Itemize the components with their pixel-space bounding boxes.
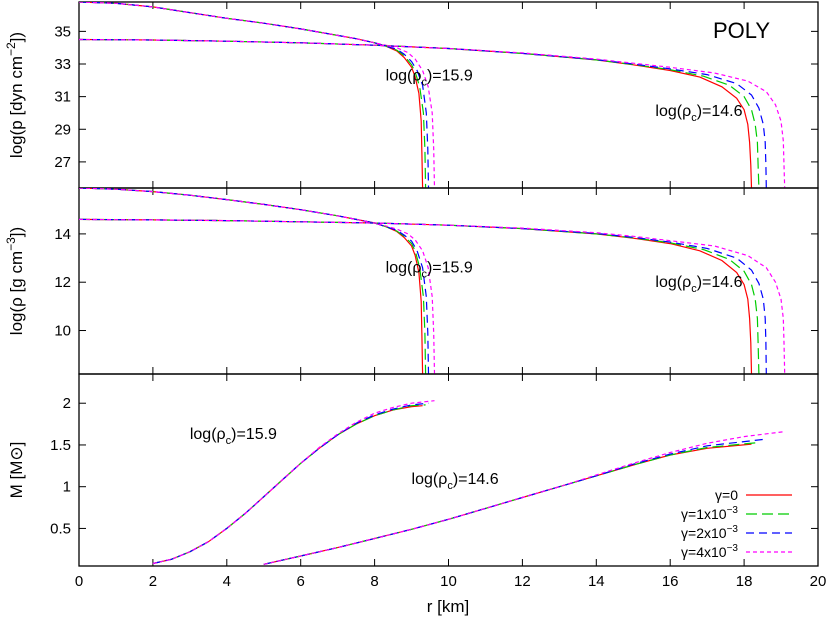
x-tick-label: 16 — [662, 573, 679, 590]
annotation-label: log(ρc)=14.6 — [412, 471, 499, 492]
series-line-2-rho-15-9 — [152, 402, 429, 565]
y-tick-label: 14 — [54, 226, 71, 243]
x-axis-label: r [km] — [427, 597, 470, 616]
annotation-label: log(ρc)=14.6 — [655, 103, 742, 124]
series-layer — [79, 188, 786, 374]
figure-label: POLY — [713, 18, 770, 43]
y-tick-label: 29 — [54, 121, 71, 138]
series-layer — [152, 400, 785, 565]
x-tick-label: 12 — [514, 573, 531, 590]
y-tick-label: 0.5 — [50, 520, 71, 537]
y-axis-label-middle: log(ρ [g cm−3]) — [4, 227, 26, 335]
series-line-2-rho-14-6 — [79, 38, 767, 188]
y-axis-label-top: log(p [dyn cm−2]) — [4, 32, 26, 158]
series-line-3-rho-14-6 — [79, 218, 786, 374]
annotation-label: log(ρc)=15.9 — [190, 426, 277, 447]
series-line-0-rho-14-6 — [263, 443, 752, 565]
x-tick-label: 2 — [149, 573, 157, 590]
y-tick-label: 27 — [54, 154, 71, 171]
y-axis-label-bottom: M [M⊙] — [7, 442, 26, 499]
series-line-3-rho-15-9 — [79, 188, 436, 374]
series-line-0-rho-14-6 — [79, 38, 753, 188]
y-tick-label: 35 — [54, 23, 71, 40]
series-line-0-rho-15-9 — [79, 2, 424, 188]
legend-entry: γ=4x10−3 — [681, 543, 792, 560]
series-line-0-rho-15-9 — [79, 188, 424, 374]
series-layer — [79, 2, 786, 188]
series-line-2-rho-15-9 — [79, 2, 430, 188]
panel-middle: 10 12 14 log(ρ [g cm−3]) log(ρc)=15.9 log(ρc)… — [4, 187, 819, 375]
x-tick-label: 8 — [370, 573, 378, 590]
panels-layer: 27 29 31 33 35 log(p [dyn cm−2]) log(ρc)=15.9 l… — [4, 1, 819, 567]
series-line-3-rho-14-6 — [79, 38, 786, 188]
y-tick-label: 10 — [54, 323, 71, 340]
y-tick-label: 12 — [54, 274, 71, 291]
legend-entry: γ=0 — [715, 487, 792, 503]
panel-bottom: 0.5 1 1.5 2 M [M⊙] log(ρc)=15.9 log(ρc)=14.6 — [7, 373, 819, 567]
panel-frame — [78, 1, 819, 189]
series-line-3-rho-15-9 — [79, 2, 436, 188]
y-tick-label: 33 — [54, 56, 71, 73]
x-tick-label: 20 — [810, 573, 827, 590]
legend-label: γ=4x10−3 — [681, 543, 738, 560]
annotation-label: log(ρc)=15.9 — [386, 260, 473, 281]
series-line-1-rho-15-9 — [79, 188, 427, 374]
series-line-1-rho-14-6 — [79, 218, 760, 374]
series-line-3-rho-14-6 — [263, 431, 785, 565]
x-tick-label: 4 — [223, 573, 231, 590]
series-line-2-rho-15-9 — [79, 188, 430, 374]
series-line-1-rho-15-9 — [79, 2, 427, 188]
x-tick-label: 10 — [440, 573, 457, 590]
annotation-label: log(ρc)=15.9 — [386, 67, 473, 88]
legend: γ=0 γ=1x10−3 γ=2x10−3 γ=4x10−3 — [681, 487, 792, 560]
legend-entry: γ=1x10−3 — [681, 505, 792, 522]
x-tick-label: 14 — [588, 573, 605, 590]
legend-label: γ=1x10−3 — [681, 505, 738, 522]
y-tick-label: 1 — [63, 479, 71, 496]
x-tick-label: 6 — [297, 573, 305, 590]
y-tick-label: 1.5 — [50, 437, 71, 454]
series-line-0-rho-14-6 — [79, 218, 753, 374]
x-tick-label: 0 — [75, 573, 83, 590]
x-tick-labels: 0 2 4 6 8 10 12 14 16 18 20 — [75, 573, 827, 590]
annotation-label: log(ρc)=14.6 — [655, 274, 742, 295]
legend-label: γ=0 — [715, 487, 738, 503]
x-tick-label: 18 — [736, 573, 753, 590]
y-tick-label: 31 — [54, 89, 71, 106]
legend-label: γ=2x10−3 — [681, 524, 738, 541]
y-tick-label: 2 — [63, 395, 71, 412]
series-line-2-rho-14-6 — [79, 218, 767, 374]
panel-top: 27 29 31 33 35 log(p [dyn cm−2]) log(ρc)=15.9 l… — [4, 1, 819, 189]
series-line-3-rho-15-9 — [152, 400, 435, 565]
legend-entry: γ=2x10−3 — [681, 524, 792, 541]
